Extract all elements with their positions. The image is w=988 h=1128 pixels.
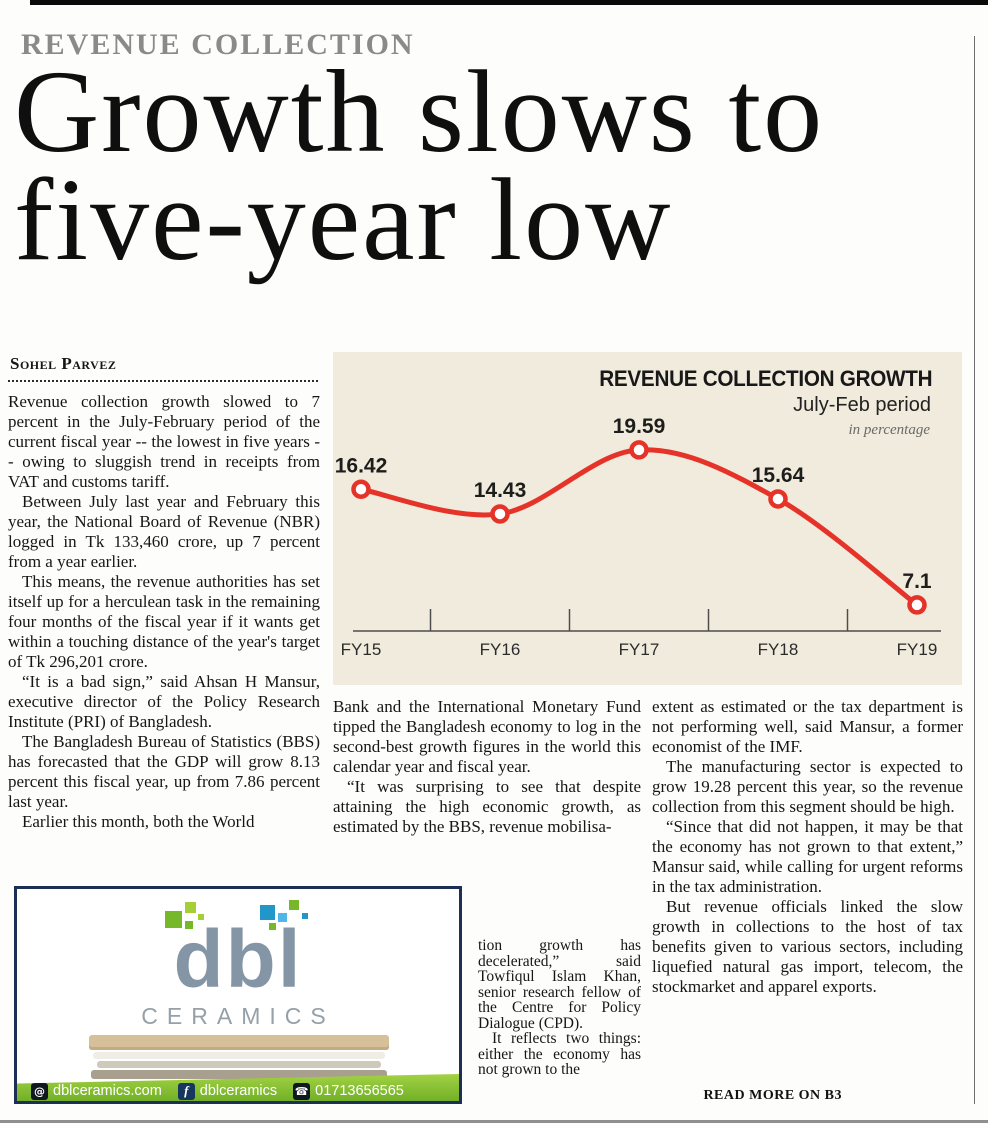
svg-text:FY17: FY17 [619,640,660,659]
ad-facebook: dblceramics [199,1083,278,1099]
logo-pixel [289,900,299,910]
paragraph: Earlier this month, both the World [22,812,255,831]
chart-subtitle: July-Feb period [793,394,931,416]
ceramic-slab [89,1035,389,1050]
logo-pixel [269,923,276,930]
paragraph: The manufacturing sector is expected to … [652,757,963,816]
ceramic-slab [91,1070,387,1079]
svg-text:7.1: 7.1 [902,570,932,593]
line-chart-canvas: 16.42 14.43 19.59 15.64 7.1 FY15 FY16 FY17 FY18 F… [335,415,941,659]
paragraph: This means, the revenue authorities has … [8,572,320,671]
dbl-logo-pixels [17,889,459,949]
logo-pixel [165,911,182,928]
dbl-logo-text: dbl [173,914,303,1005]
ceramic-slab [93,1052,385,1059]
svg-text:FY18: FY18 [758,640,799,659]
logo-pixel [302,913,308,919]
page-edge-rule [974,36,975,1104]
read-more-note: READ MORE ON B3 [703,1088,842,1103]
paragraph: But revenue officials linked the slow gr… [652,897,963,996]
top-rule [30,0,988,5]
facebook-icon: f [177,1082,195,1100]
article-column-1: Revenue collection growth slowed to 7 pe… [8,392,320,884]
svg-text:FY15: FY15 [341,640,382,659]
dbl-ceramics-ad: dbl CERAMICS @ dblceramics.com f dblcera… [14,886,462,1104]
svg-text:15.64: 15.64 [752,464,805,487]
paragraph: The Bangladesh Bureau of Statistics (BBS… [8,732,320,811]
ceramic-slabs-image [89,1035,389,1079]
revenue-chart: 16.42 14.43 19.59 15.64 7.1 FY15 FY16 FY17 FY18 F… [333,352,962,685]
svg-text:16.42: 16.42 [335,454,388,477]
paragraph: “It is a bad sign,” said Ahsan H Mansur,… [8,672,320,731]
article-column-2: Bank and the International Monetary Fund… [333,697,641,887]
ceramic-slab [97,1061,381,1068]
headline-line-2: five-year low [14,154,673,285]
dbl-ceramics-label: CERAMICS [141,1003,335,1029]
paragraph: It reflects two things: either the econo… [478,1030,641,1078]
ad-website: dblceramics.com [53,1083,162,1099]
paragraph: Between July last year and February this… [8,492,320,571]
byline: Sohel Parvez [10,354,117,373]
logo-pixel [278,913,287,922]
chart-title: REVENUE COLLECTION GROWTH [598,366,932,391]
website-icon: @ [31,1082,48,1100]
svg-text:FY16: FY16 [480,640,521,659]
paragraph: tion growth has decelerated,” said Towfi… [478,938,641,1032]
logo-pixel [198,914,204,920]
article-column-3: extent as estimated or the tax departmen… [652,697,963,1089]
paragraph: Bank and the International Monetary Fund… [333,697,641,776]
svg-text:19.59: 19.59 [613,415,666,438]
paragraph: extent as estimated or the tax departmen… [652,697,963,756]
paragraph: “It was surprising to see that despite a… [333,777,641,836]
svg-text:14.43: 14.43 [474,479,527,502]
article-column-2-wrap: tion growth has decelerated,” said Towfi… [478,938,641,1126]
headline: Growth slows to five-year low [14,46,974,285]
phone-icon: ☎ [293,1082,311,1100]
logo-pixel [185,902,196,913]
dotted-divider [8,380,318,382]
paragraph: Revenue collection growth slowed to 7 pe… [8,392,320,491]
headline-line-1: Growth slows to [14,46,825,177]
logo-pixel [185,921,193,929]
section-kicker: REVENUE COLLECTION [21,28,415,61]
logo-pixel [260,905,275,920]
bottom-rule [0,1120,988,1123]
chart-unit-note: in percentage [848,422,931,438]
ad-phone: 01713656565 [315,1083,404,1099]
svg-text:FY19: FY19 [897,640,938,659]
paragraph: “Since that did not happen, it may be th… [652,817,963,896]
